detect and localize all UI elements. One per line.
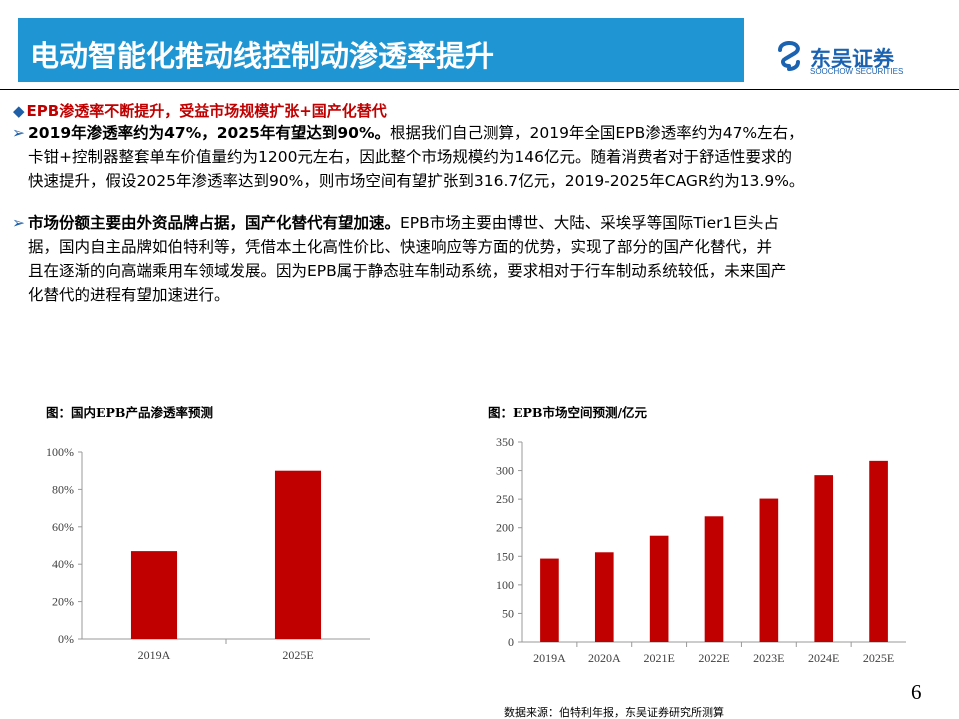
logo-mark-icon bbox=[778, 41, 800, 71]
bullet-2-line-2: 据，国内自主品牌如伯特利等，凭借本土化高性价比、快速响应等方面的优势，实现了部分… bbox=[28, 238, 773, 256]
chart-1-title: 图：国内EPB产品渗透率预测 bbox=[46, 405, 213, 420]
bar-2025E bbox=[274, 470, 322, 639]
y-tick-label: 60% bbox=[52, 520, 74, 534]
diamond-bullet-icon: ◆ bbox=[13, 102, 25, 120]
y-tick-label: 350 bbox=[496, 435, 514, 449]
bar-2023E bbox=[759, 498, 779, 642]
bar-2022E bbox=[704, 516, 724, 642]
bullet-1-line-2: 卡钳+控制器整套单车价值量约为1200元左右，因此整个市场规模约为146亿元。随… bbox=[28, 148, 793, 166]
y-tick-label: 0% bbox=[58, 632, 74, 646]
bullet-2-bold: 市场份额主要由外资品牌占据，国产化替代有望加速。 bbox=[28, 214, 401, 232]
page-number: 6 bbox=[911, 680, 922, 704]
section-heading-text: EPB渗透率不断提升，受益市场规模扩张+国产化替代 bbox=[26, 102, 387, 120]
bar-2021E bbox=[649, 535, 669, 642]
penetration-rate-chart: 0% 20% 40% 60% 80% 100% 2019A 2025E bbox=[46, 445, 370, 662]
bar-2025E bbox=[869, 460, 888, 642]
bullet-2-line-1: ➢ 市场份额主要由外资品牌占据，国产化替代有望加速。EPB市场主要由博世、大陆、采… bbox=[12, 211, 952, 235]
x-tick-label: 2019A bbox=[138, 648, 171, 662]
bar-2024E bbox=[814, 475, 834, 642]
bullet-1-bold: 2019年渗透率约为47%，2025年有望达到90%。 bbox=[28, 124, 390, 142]
x-tick-label: 2025E bbox=[863, 651, 894, 665]
data-source: 数据来源：伯特利年报，东吴证券研究所测算 bbox=[504, 706, 724, 719]
y-tick-label: 150 bbox=[496, 549, 514, 563]
y-tick-label: 50 bbox=[502, 606, 514, 620]
logo-subtitle: SOOCHOW SECURITIES bbox=[810, 67, 904, 76]
bullet-1-text-start: 根据我们自己测算，2019年全国EPB渗透率约为47%左右， bbox=[389, 124, 804, 142]
x-tick-label: 2023E bbox=[753, 651, 784, 665]
section-heading: ◆ EPB渗透率不断提升，受益市场规模扩张+国产化替代 bbox=[13, 100, 387, 121]
y-tick-label: 100 bbox=[496, 578, 514, 592]
bar-2019A bbox=[130, 551, 178, 639]
y-tick-label: 300 bbox=[496, 464, 514, 478]
bullet-1-line-1: ➢ 2019年渗透率约为47%，2025年有望达到90%。根据我们自己测算，201… bbox=[12, 121, 952, 145]
x-tick-label: 2022E bbox=[698, 651, 729, 665]
y-tick-label: 20% bbox=[52, 595, 74, 609]
y-tick-label: 250 bbox=[496, 492, 514, 506]
y-tick-label: 100% bbox=[46, 445, 74, 459]
bullet-paragraph-2: ➢ 市场份额主要由外资品牌占据，国产化替代有望加速。EPB市场主要由博世、大陆、采… bbox=[12, 211, 952, 307]
x-tick-label: 2024E bbox=[808, 651, 839, 665]
arrow-bullet-icon: ➢ bbox=[12, 124, 25, 142]
x-tick-label: 2020A bbox=[588, 651, 621, 665]
x-tick-label: 2025E bbox=[282, 648, 313, 662]
y-tick-label: 200 bbox=[496, 521, 514, 535]
x-tick-label: 2019A bbox=[533, 651, 566, 665]
bullet-2-text-start: EPB市场主要由博世、大陆、采埃孚等国际Tier1巨头占 bbox=[400, 214, 779, 232]
x-tick-label: 2021E bbox=[643, 651, 674, 665]
bullet-2-line-4: 化替代的进程有望加速进行。 bbox=[28, 286, 230, 304]
header-rule bbox=[0, 89, 959, 90]
y-tick-label: 40% bbox=[52, 557, 74, 571]
bar-2019A bbox=[540, 558, 559, 642]
bullet-1-line-3: 快速提升，假设2025年渗透率达到90%，则市场空间有望扩张到316.7亿元，2… bbox=[28, 172, 805, 190]
page-title: 电动智能化推动线控制动渗透率提升 bbox=[30, 39, 495, 73]
market-size-chart: 0 50 100 150 200 250 300 350 2019A 2020A 2021E 2022… bbox=[496, 435, 906, 665]
chart-2-title: 图：EPB市场空间预测/亿元 bbox=[488, 405, 648, 420]
logo-name: 东吴证券 bbox=[810, 47, 894, 71]
y-tick-label: 0 bbox=[508, 635, 514, 649]
bullet-2-line-3: 且在逐渐的向高端乘用车领域发展。因为EPB属于静态驻车制动系统，要求相对于行车制… bbox=[28, 262, 787, 280]
arrow-bullet-icon: ➢ bbox=[12, 214, 25, 232]
bullet-paragraph-1: ➢ 2019年渗透率约为47%，2025年有望达到90%。根据我们自己测算，201… bbox=[12, 121, 952, 193]
brand-logo: 东吴证券 SOOCHOW SECURITIES bbox=[772, 38, 922, 80]
title-banner: 电动智能化推动线控制动渗透率提升 bbox=[18, 18, 744, 82]
bar-2020A bbox=[594, 552, 614, 642]
y-tick-label: 80% bbox=[52, 482, 74, 496]
